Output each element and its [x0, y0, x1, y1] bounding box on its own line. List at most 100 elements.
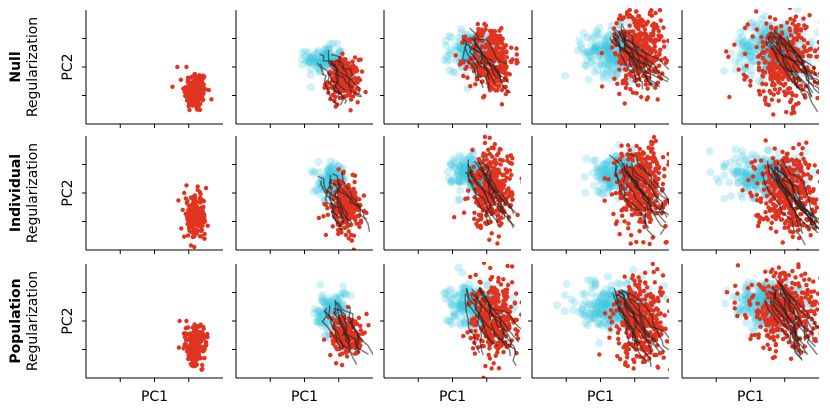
model-point	[725, 178, 734, 187]
data-point	[348, 222, 354, 227]
data-point	[491, 165, 497, 171]
model-point	[581, 47, 590, 56]
model-point	[603, 189, 612, 197]
model-point	[457, 28, 466, 37]
data-point	[819, 209, 823, 213]
data-point	[345, 63, 351, 69]
panel-r2-c5	[678, 136, 823, 259]
model-point	[309, 57, 318, 66]
data-point	[629, 212, 635, 218]
data-point	[649, 142, 654, 147]
data-point	[763, 59, 768, 64]
model-point	[456, 178, 465, 186]
model-point	[604, 169, 613, 178]
data-point	[508, 0, 512, 3]
data-point	[472, 216, 477, 222]
model-point	[454, 167, 463, 176]
model-point	[756, 164, 765, 173]
model-point	[608, 55, 617, 64]
data-point	[184, 64, 189, 70]
data-point	[821, 68, 825, 72]
model-point	[314, 55, 323, 64]
data-point	[201, 82, 206, 87]
model-point	[737, 177, 746, 186]
data-point	[826, 47, 830, 51]
data-point	[349, 238, 355, 243]
model-point	[596, 176, 605, 184]
model-point	[307, 53, 316, 62]
data-point	[475, 21, 480, 27]
data-point	[770, 156, 776, 161]
trajectory-line	[612, 36, 658, 86]
data-point	[768, 70, 773, 76]
model-point	[457, 169, 466, 178]
data-point	[796, 101, 801, 106]
data-point	[479, 44, 484, 49]
data-point	[336, 167, 341, 172]
panel-grid	[82, 0, 830, 382]
trajectory-line	[620, 26, 641, 83]
data-point	[599, 50, 604, 56]
model-point	[324, 45, 333, 54]
model-point	[820, 36, 828, 44]
data-point	[773, 17, 778, 22]
data-point	[192, 202, 197, 207]
data-point	[514, 52, 519, 57]
data-point	[333, 104, 338, 109]
data-point	[637, 146, 642, 152]
trajectory-line	[326, 179, 351, 226]
model-point	[606, 183, 615, 192]
data-point	[632, 188, 638, 193]
model-point	[302, 56, 311, 65]
trajectory-line	[761, 171, 806, 246]
model-point	[753, 186, 762, 195]
data-point	[726, 54, 731, 59]
data-point	[473, 52, 479, 57]
data-point	[472, 210, 477, 215]
data-point	[764, 201, 769, 206]
data-point	[186, 101, 192, 107]
model-point	[603, 40, 611, 49]
data-point	[507, 72, 512, 77]
data-point	[771, 92, 776, 97]
trajectory-line	[627, 32, 669, 81]
plot-area	[561, 8, 669, 106]
data-point	[639, 160, 645, 166]
data-point	[740, 188, 745, 193]
trajectory-line	[781, 158, 819, 223]
data-point	[330, 224, 335, 229]
data-point	[477, 176, 483, 182]
data-point	[795, 1, 799, 5]
data-point	[780, 240, 785, 245]
model-point	[459, 157, 468, 166]
model-point	[330, 159, 339, 168]
data-point	[758, 199, 764, 204]
model-point	[467, 155, 476, 164]
panel-r2-c1	[82, 136, 223, 254]
data-point	[757, 220, 762, 225]
model-point	[583, 56, 592, 65]
data-point	[808, 174, 813, 180]
model-point	[307, 56, 316, 64]
data-point	[639, 156, 645, 162]
data-point	[774, 255, 778, 259]
model-point	[456, 43, 465, 52]
data-point	[782, 89, 787, 94]
data-point	[824, 71, 828, 75]
data-point	[653, 49, 658, 54]
model-point	[732, 168, 741, 177]
data-point	[755, 198, 760, 203]
data-point	[190, 103, 195, 108]
model-point	[444, 167, 452, 176]
data-point	[452, 215, 457, 220]
data-point	[646, 215, 651, 220]
trajectory-line	[464, 172, 490, 226]
trajectory-line	[328, 174, 345, 221]
data-point	[653, 199, 658, 204]
data-point	[794, 37, 800, 43]
model-point	[605, 68, 614, 77]
model-point	[314, 157, 323, 166]
data-point	[325, 206, 330, 211]
data-point	[343, 232, 349, 238]
data-point	[197, 107, 203, 113]
